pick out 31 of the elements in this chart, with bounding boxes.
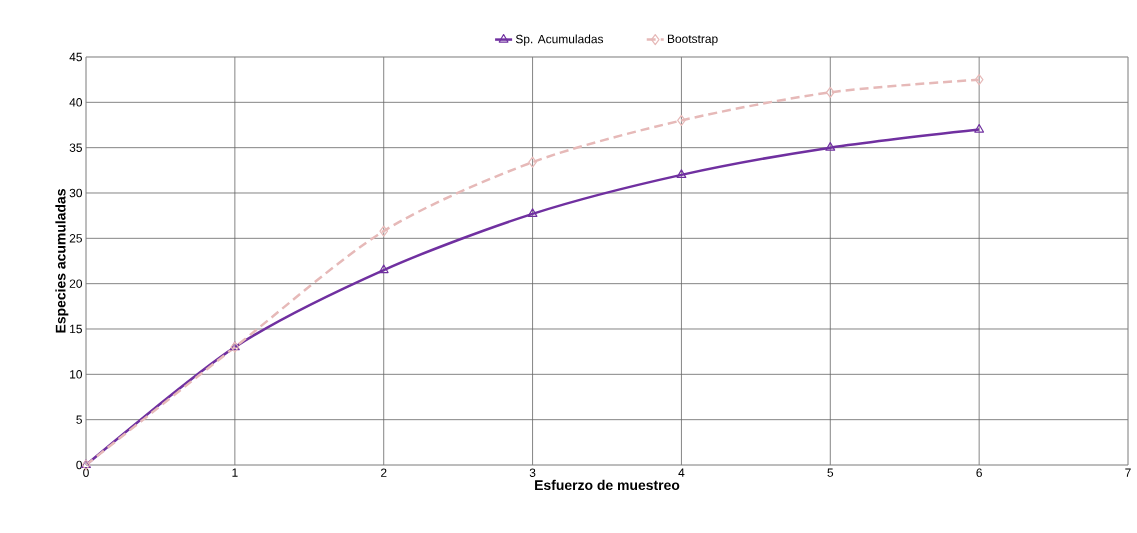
x-tick-label: 1 (232, 468, 238, 477)
point (974, 123, 985, 133)
y-tick-label: 15 (70, 324, 82, 334)
point (825, 142, 836, 151)
point (825, 86, 835, 98)
point (528, 156, 537, 168)
y-tick-label: 35 (69, 143, 82, 152)
x-tick-label: 5 (827, 468, 834, 477)
y-axis-title: Especies acumuladas (55, 189, 69, 333)
x-axis-title: Esfuerzo de muestreo (535, 479, 680, 491)
y-tick-label: 40 (69, 98, 83, 107)
point (379, 225, 389, 237)
point (527, 208, 538, 217)
legend-label: Sp. Acumuladas (515, 34, 604, 46)
point (974, 74, 984, 86)
x-tick-label: 4 (678, 468, 685, 477)
y-tick-label: 20 (69, 279, 83, 288)
y-tick-label: 5 (76, 415, 82, 424)
y-tick-label: 25 (69, 234, 82, 243)
x-tick-label: 0 (83, 468, 89, 477)
y-tick-label: 10 (70, 370, 83, 379)
x-tick-label: 2 (380, 468, 387, 477)
y-tick-label: 0 (76, 460, 83, 470)
y-tick-label: 30 (69, 188, 83, 198)
x-tick-label: 6 (976, 468, 982, 477)
point (676, 169, 687, 178)
y-tick-label: 45 (69, 52, 82, 62)
x-tick-label: 3 (529, 468, 536, 477)
point (378, 264, 389, 274)
x-tick-label: 7 (1125, 468, 1131, 477)
legend-label: Bootstrap (667, 34, 718, 46)
